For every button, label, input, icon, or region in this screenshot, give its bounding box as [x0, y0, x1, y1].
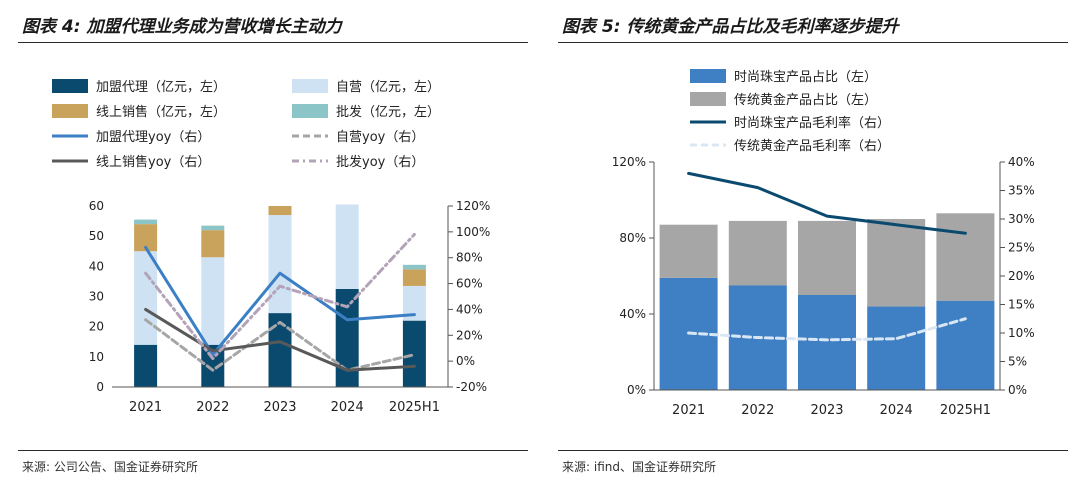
y-right-tick-label: 40%: [456, 302, 483, 316]
bar-segment: [798, 220, 856, 295]
legend-label: 时尚珠宝产品占比（左）: [734, 70, 877, 85]
y-left-tick-label: 10: [89, 350, 104, 364]
x-tick-label: 2022: [196, 400, 229, 415]
y-left-tick-label: 80%: [619, 231, 646, 245]
franchise-revenue-chart: 加盟代理（亿元，左） 自营（亿元，左） 线上销售（亿元，左） 批发（亿元，左） 加盟代理…: [52, 79, 490, 415]
y-left-tick-label: 120%: [612, 155, 646, 169]
y-left-tick-label: 40: [89, 259, 104, 273]
legend-label: 加盟代理（亿元，左）: [96, 80, 226, 95]
y-right-tick-label: 5%: [1008, 355, 1027, 369]
y-right-tick-label: 0%: [456, 354, 475, 368]
y-right-tick-label: 35%: [1008, 184, 1035, 198]
bar-segment: [936, 300, 995, 390]
bar-segment: [659, 224, 718, 278]
legend-label: 时尚珠宝产品毛利率（右）: [734, 115, 890, 131]
chart-panel-franchise: 图表 4: 加盟代理业务成为营收增长主动力 加盟代理（亿元，左） 自营（亿元，左）…: [18, 17, 528, 474]
bar-segment: [798, 295, 856, 390]
legend-swatch: [690, 69, 726, 83]
bar-segment: [201, 257, 225, 345]
x-tick-label: 2022: [741, 403, 774, 418]
x-tick-label: 2021: [672, 403, 705, 418]
legend-label: 传统黄金产品毛利率（右）: [734, 138, 890, 154]
title-divider: [558, 42, 1068, 43]
legend-swatch: [292, 79, 328, 93]
x-tick-label: 2025H1: [940, 403, 991, 418]
x-tick-label: 2025H1: [389, 400, 440, 415]
source-note: 来源: ifind、国金证券研究所: [562, 460, 716, 474]
y-right-tick-label: 25%: [1008, 241, 1035, 255]
bar-segment: [867, 306, 926, 390]
legend-label: 批发yoy（右）: [336, 154, 424, 170]
bar-segment: [402, 285, 426, 321]
bar-segment: [201, 230, 225, 258]
legend-label: 加盟代理yoy（右）: [96, 130, 210, 145]
legend-swatch: [52, 104, 88, 118]
y-right-tick-label: 80%: [456, 251, 483, 265]
chart-panel-gold-share: 图表 5: 传统黄金产品占比及毛利率逐步提升 时尚珠宝产品占比（左） 传统黄金产品…: [540, 0, 1080, 480]
y-left-tick-label: 60: [89, 199, 104, 213]
y-right-tick-label: 20%: [1008, 269, 1035, 283]
y-left-tick-label: 50: [89, 229, 104, 243]
series-line: [687, 317, 967, 342]
legend-swatch: [292, 104, 328, 118]
bar-segment: [134, 344, 158, 387]
y-right-tick-label: 60%: [456, 277, 483, 291]
legend-label: 自营（亿元，左）: [336, 80, 440, 95]
series-line: [687, 171, 967, 235]
bar-segment: [867, 219, 926, 307]
bar-segment: [335, 288, 359, 387]
y-right-tick-label: 40%: [1008, 155, 1035, 169]
y-left-tick-label: 0: [96, 380, 104, 394]
title-divider: [18, 42, 528, 43]
y-right-tick-label: 0%: [1008, 383, 1027, 397]
series-line: [144, 245, 416, 357]
bar-segment: [268, 206, 292, 216]
bar-segment: [201, 344, 225, 387]
gold-share-margin-chart: 时尚珠宝产品占比（左） 传统黄金产品占比（左） 时尚珠宝产品毛利率（右） 传统黄金产品…: [612, 69, 1035, 418]
bar-segment: [936, 213, 995, 301]
bar-segment: [402, 269, 426, 286]
x-tick-label: 2023: [810, 403, 843, 418]
x-tick-label: 2024: [880, 403, 913, 418]
series-line: [144, 232, 416, 361]
bar-segment: [402, 320, 426, 387]
legend-label: 批发（亿元，左）: [336, 104, 440, 120]
source-note: 来源: 公司公告、国金证券研究所: [22, 460, 198, 474]
y-left-tick-label: 0%: [627, 383, 646, 397]
source-divider: [18, 450, 528, 451]
bar-segment: [134, 251, 158, 345]
y-right-tick-label: 10%: [1008, 326, 1035, 340]
bar-segment: [268, 215, 292, 314]
x-tick-label: 2021: [129, 400, 162, 415]
legend-label: 线上销售yoy（右）: [96, 154, 210, 170]
bar-segment: [201, 225, 225, 231]
bar-segment: [728, 220, 787, 286]
x-tick-label: 2024: [331, 400, 364, 415]
y-right-tick-label: 100%: [456, 225, 490, 239]
bar-segment: [335, 204, 359, 289]
y-right-tick-label: 120%: [456, 199, 490, 213]
bar-segment: [134, 224, 158, 252]
y-right-tick-label: 30%: [1008, 212, 1035, 226]
legend-label: 传统黄金产品占比（左）: [734, 92, 877, 108]
series-line: [144, 318, 416, 372]
series-line: [144, 307, 416, 372]
legend-swatch: [690, 92, 726, 106]
bar-segment: [402, 264, 426, 270]
y-right-tick-label: 15%: [1008, 298, 1035, 312]
chart-title: 图表 4: 加盟代理业务成为营收增长主动力: [22, 17, 342, 37]
legend-label: 线上销售（亿元，左）: [96, 104, 226, 120]
bar-segment: [134, 219, 158, 225]
legend-label: 自营yoy（右）: [336, 130, 424, 145]
source-divider: [558, 450, 1068, 451]
y-right-tick-label: 20%: [456, 328, 483, 342]
bar-segment: [268, 313, 292, 387]
y-left-tick-label: 30: [89, 290, 104, 304]
x-tick-label: 2023: [263, 400, 296, 415]
chart-title: 图表 5: 传统黄金产品占比及毛利率逐步提升: [562, 17, 899, 37]
legend-swatch: [52, 79, 88, 93]
y-right-tick-label: -20%: [456, 380, 487, 394]
y-left-tick-label: 20: [89, 320, 104, 334]
y-left-tick-label: 40%: [619, 307, 646, 321]
